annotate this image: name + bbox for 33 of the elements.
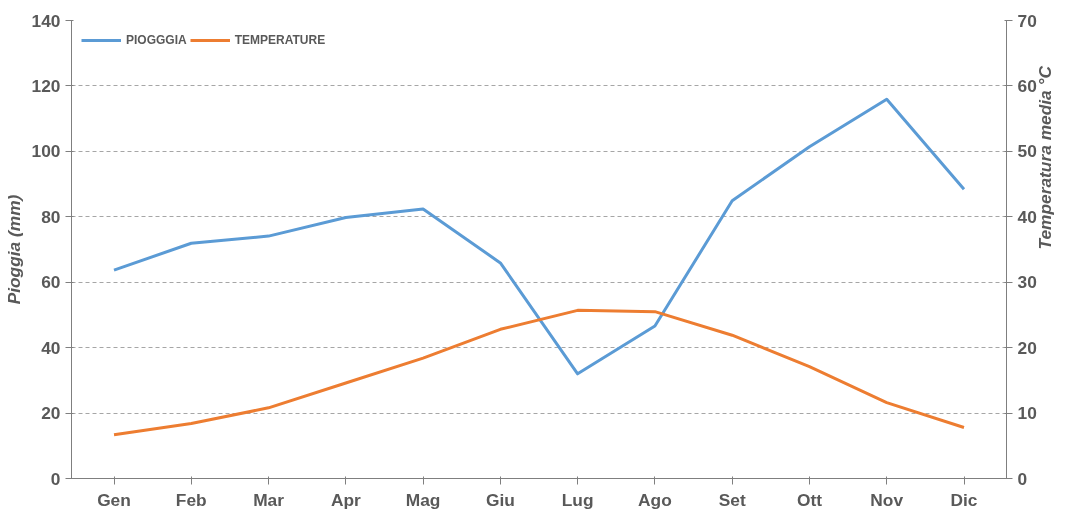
y2-tick-label: 20 — [1017, 337, 1037, 358]
y-tick-label: 80 — [41, 206, 61, 227]
x-tick-label: Nov — [870, 489, 904, 510]
y-tick-label: 120 — [31, 75, 61, 96]
x-tick-label: Giu — [485, 489, 515, 510]
y2-tick-label: 10 — [1017, 403, 1037, 424]
x-tick-label: Ott — [796, 489, 823, 510]
legend-label: PIOGGGIA — [126, 33, 187, 47]
x-tick-label: Set — [718, 489, 746, 510]
y2-tick-label: 30 — [1017, 272, 1037, 293]
y-axis-title: Pioggia (mm) — [3, 194, 24, 305]
x-tick-label: Feb — [175, 489, 207, 510]
line-series — [112, 97, 966, 376]
y2-tick-label: 70 — [1017, 10, 1037, 31]
y-tick-label: 40 — [41, 337, 61, 358]
y2-tick-label: 50 — [1017, 141, 1037, 162]
x-tick-label: Mag — [405, 489, 441, 510]
line-series — [112, 308, 966, 437]
x-tick-label: Mar — [253, 489, 285, 510]
x-tick-label: Gen — [97, 489, 131, 510]
y-tick-label: 100 — [31, 141, 61, 162]
y-tick-label: 0 — [50, 468, 61, 489]
y2-tick-label: 40 — [1017, 206, 1037, 227]
y2-tick-label: 0 — [1017, 468, 1028, 489]
y-tick-label: 60 — [41, 272, 61, 293]
x-tick-label: Dic — [950, 489, 978, 510]
y-tick-label: 140 — [31, 10, 61, 31]
x-tick-label: Ago — [638, 489, 672, 510]
legend-label: TEMPERATURE — [234, 33, 326, 47]
y2-tick-label: 60 — [1017, 75, 1037, 96]
y-tick-label: 20 — [41, 403, 61, 424]
x-tick-label: Lug — [561, 489, 594, 510]
x-tick-label: Apr — [330, 489, 361, 510]
